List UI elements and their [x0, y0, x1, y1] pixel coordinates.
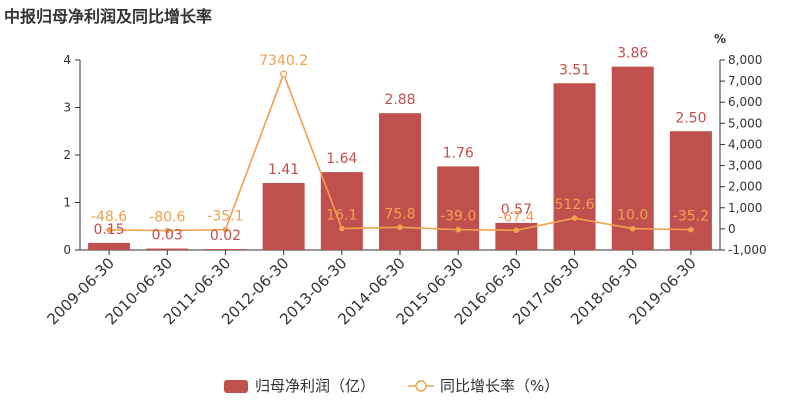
y-left-tick-label: 4	[63, 53, 71, 67]
bar	[88, 242, 131, 250]
bar-data-label: 2.88	[384, 92, 415, 108]
bar-data-label: 0.03	[152, 228, 183, 244]
line-point	[455, 226, 461, 233]
line-point	[513, 227, 520, 234]
y-left-tick-label: 3	[63, 101, 71, 115]
bar	[553, 83, 596, 251]
bar	[146, 248, 189, 250]
y-right-tick-label: 3,000	[728, 159, 762, 173]
y-left-tick-label: 2	[63, 148, 71, 162]
bar-data-label: 1.41	[268, 162, 299, 178]
bar	[437, 166, 480, 250]
line-point	[339, 225, 345, 232]
y-right-tick-label: 2,000	[728, 180, 762, 194]
y-right-tick-label: 8,000	[728, 53, 762, 67]
bar-data-label: 1.64	[326, 151, 357, 167]
y-right-unit: %	[714, 32, 726, 46]
line-data-label: 10.0	[617, 208, 648, 224]
bar	[611, 66, 654, 251]
y-right-tick-label: -1,000	[728, 243, 767, 257]
y-right-tick-label: 6,000	[728, 95, 762, 109]
bar-data-label: 0.15	[94, 222, 125, 238]
y-left-tick-label: 1	[63, 196, 71, 210]
bar-data-label: 2.50	[675, 110, 706, 126]
bar	[320, 172, 363, 250]
y-left-tick-label: 0	[63, 243, 71, 257]
legend-line-label: 同比增长率（%）	[440, 377, 559, 395]
line-point	[397, 224, 403, 231]
chart-title: 中报归母净利润及同比增长率	[4, 7, 213, 26]
line-data-label: -35.1	[207, 209, 243, 225]
bar-data-label: 3.51	[559, 62, 590, 78]
line-data-label: -35.2	[673, 209, 709, 225]
bar-data-label: 0.57	[501, 202, 532, 218]
line-data-label: -48.6	[91, 209, 127, 225]
line-point	[164, 227, 171, 234]
line-data-label: -39.0	[440, 209, 476, 225]
line-data-label: 512.6	[554, 197, 594, 213]
line-point	[629, 225, 636, 232]
y-right-tick-label: 4,000	[728, 137, 762, 151]
legend-line-marker	[415, 380, 427, 392]
bar	[262, 183, 305, 250]
bar-data-label: 3.86	[617, 46, 648, 62]
bar-data-label: 1.76	[443, 145, 474, 161]
line-data-label: -80.6	[149, 210, 185, 226]
line-data-label: 16.1	[326, 208, 357, 224]
line-point	[222, 226, 229, 233]
line-point	[280, 70, 288, 78]
line-point	[688, 226, 694, 233]
legend-bar-swatch	[224, 380, 248, 393]
bar	[204, 249, 247, 250]
legend-bar-label: 归母净利润（亿）	[255, 377, 375, 395]
bar-data-label: 0.02	[210, 228, 241, 244]
line-point	[571, 215, 578, 221]
y-right-tick-label: 1,000	[728, 201, 762, 215]
line-point	[106, 227, 112, 233]
line-data-label: 7340.2	[259, 53, 308, 69]
line-data-label: -67.4	[498, 209, 534, 225]
line-data-label: 75.8	[384, 206, 415, 222]
y-right-tick-label: 7,000	[728, 74, 762, 88]
y-right-tick-label: 0	[728, 222, 736, 236]
y-right-tick-label: 5,000	[728, 116, 762, 130]
